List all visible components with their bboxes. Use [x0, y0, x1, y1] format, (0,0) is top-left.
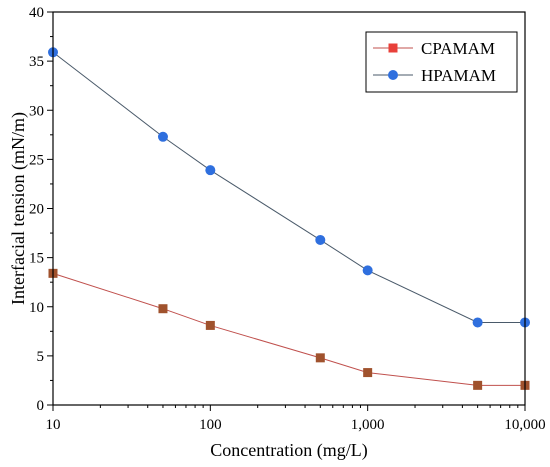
x-axis-title: Concentration (mg/L)	[210, 440, 367, 461]
data-point-cpamam	[315, 353, 325, 363]
y-tick-label: 40	[29, 5, 44, 21]
y-tick-label: 25	[29, 152, 44, 168]
data-point-cpamam	[158, 304, 168, 314]
y-tick-label: 0	[37, 398, 45, 414]
series-line-cpamam	[52, 272, 525, 386]
data-point-hpamam	[315, 234, 326, 245]
data-point-cpamam	[205, 320, 215, 330]
legend-box	[365, 31, 518, 93]
y-tick-label: 20	[29, 202, 44, 218]
data-point-hpamam	[157, 131, 168, 142]
y-tick-label: 5	[37, 349, 45, 365]
x-tick-label: 100	[199, 417, 222, 433]
data-point-cpamam	[363, 368, 373, 378]
ticks-layer: 0 5 10 15 20 25 30 35 40 10 100 1,000 10,000	[29, 5, 546, 433]
series-line-hpamam	[52, 51, 525, 323]
data-point-cpamam	[473, 380, 483, 390]
data-point-hpamam	[205, 165, 216, 176]
x-tick-label: 1,000	[351, 417, 385, 433]
y-tick-label: 10	[29, 300, 44, 316]
x-tick-label: 10	[46, 417, 61, 433]
y-tick-label: 35	[29, 54, 44, 70]
x-tick-label: 10,000	[504, 417, 545, 433]
data-point-hpamam	[362, 265, 373, 276]
legend-label-hpamam: HPAMAM	[421, 66, 496, 85]
legend: CPAMAM HPAMAM	[365, 31, 518, 93]
plot-area-frame	[52, 11, 526, 406]
y-tick-label: 15	[29, 251, 44, 267]
legend-marker-cpamam	[388, 43, 398, 53]
y-axis-title: Interfacial tension (mN/m)	[8, 112, 29, 305]
legend-label-cpamam: CPAMAM	[421, 39, 495, 58]
legend-marker-hpamam	[388, 70, 398, 80]
y-tick-label: 30	[29, 103, 44, 119]
data-point-hpamam	[472, 317, 483, 328]
series-layer	[48, 47, 530, 390]
